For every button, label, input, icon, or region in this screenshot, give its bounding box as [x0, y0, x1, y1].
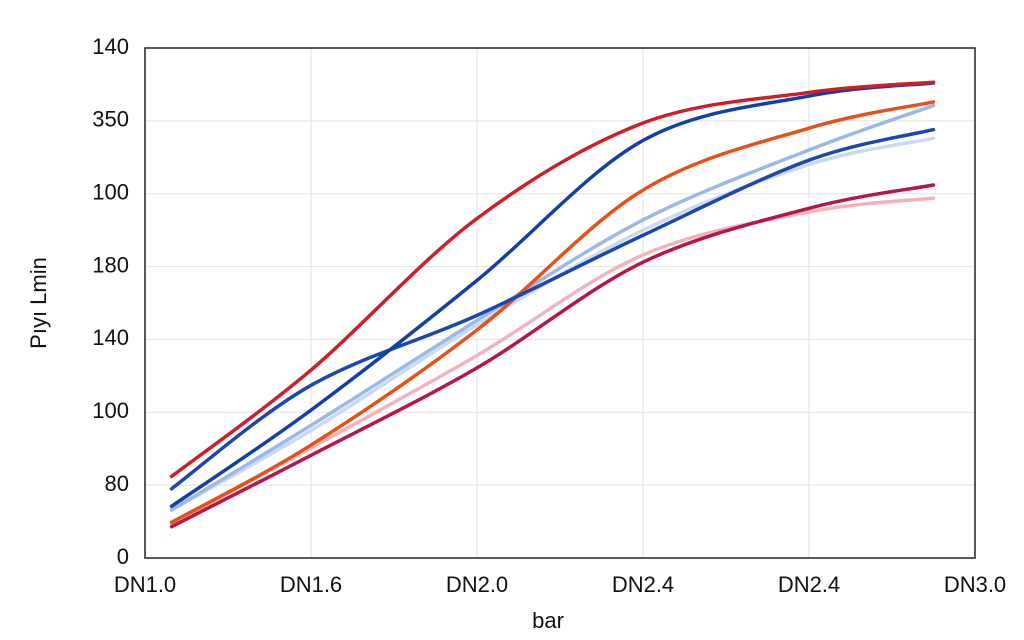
line-series: [169, 81, 936, 509]
y-tick-label: 140: [92, 34, 129, 59]
x-tick-label: DN2.4: [612, 572, 674, 597]
y-tick-label: 80: [105, 471, 129, 496]
line-series: [169, 80, 936, 479]
x-tick-label: DN1.6: [280, 572, 342, 597]
line-series: [169, 196, 936, 526]
line-series: [169, 183, 936, 529]
x-tick-label: DN2.4: [778, 572, 840, 597]
line-series: [169, 100, 936, 525]
line-series: [169, 127, 936, 491]
y-tick-label: 100: [92, 398, 129, 423]
y-tick-label: 350: [92, 107, 129, 132]
y-tick-label: 140: [92, 325, 129, 350]
x-axis-label: bar: [532, 608, 564, 633]
x-tick-label: DN2.0: [446, 572, 508, 597]
x-tick-label: DN3.0: [944, 572, 1006, 597]
y-tick-label: 100: [92, 180, 129, 205]
y-tick-label: 0: [117, 544, 129, 569]
plot-frame: [144, 47, 976, 559]
line-series: [169, 103, 936, 512]
x-tick-label: DN1.0: [114, 572, 176, 597]
y-tick-label: 180: [92, 252, 129, 277]
y-axis-label: Pıyı Lmin: [26, 257, 51, 349]
